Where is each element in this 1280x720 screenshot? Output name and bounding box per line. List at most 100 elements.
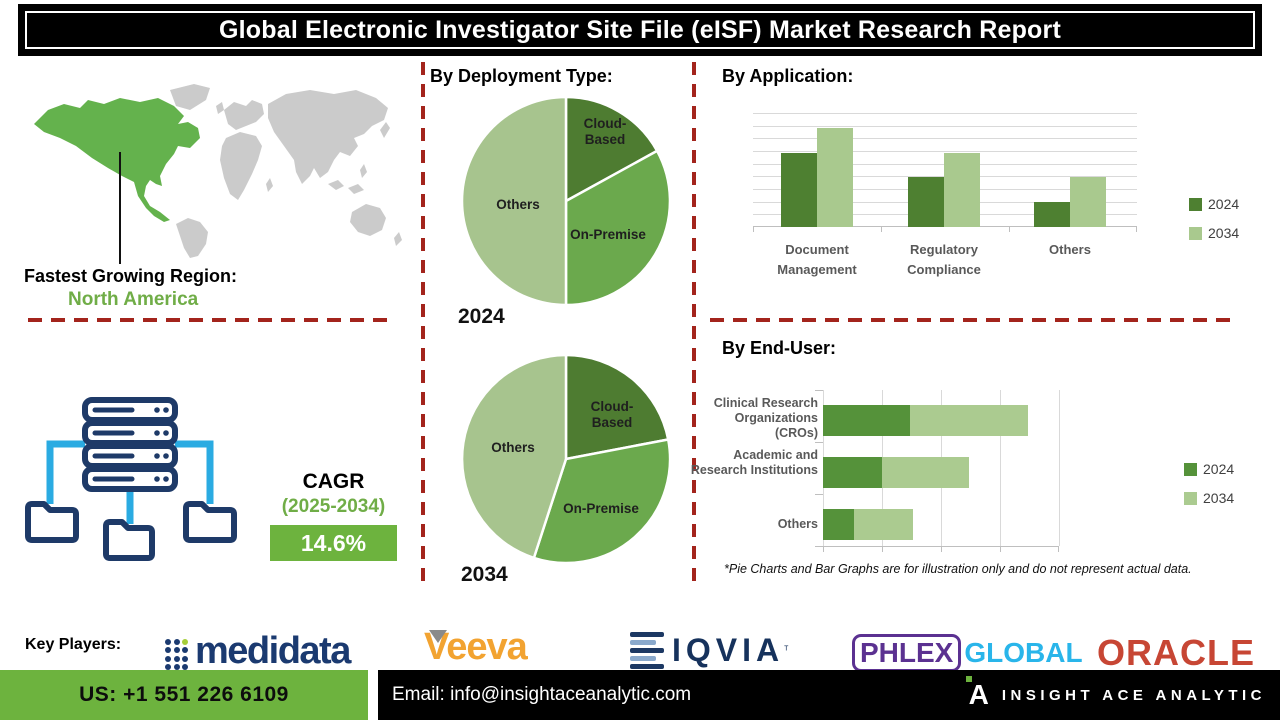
bar-2024-1 bbox=[908, 176, 944, 227]
row-label-academic: Academic and Research Institutions bbox=[690, 448, 818, 477]
logo-phlexglobal: PHLEX GLOBAL bbox=[852, 634, 1083, 672]
pie-label-others: Others bbox=[496, 197, 540, 212]
divider-left bbox=[28, 318, 390, 322]
axis-tick bbox=[815, 546, 823, 547]
logo-veeva: Veeva bbox=[424, 626, 528, 669]
pie-label-on-premise: On-Premise bbox=[570, 227, 646, 242]
bar-2024-0 bbox=[781, 152, 817, 227]
iqvia-lines-icon bbox=[630, 632, 664, 669]
pie-year-2034: 2034 bbox=[461, 563, 508, 586]
title-bar: Global Electronic Investigator Site File… bbox=[18, 4, 1262, 56]
phlex-wordmark: PHLEX bbox=[852, 634, 962, 672]
medidata-wordmark: medidata bbox=[195, 630, 351, 672]
legend-swatch-2024 bbox=[1189, 197, 1202, 211]
disclaimer-text: *Pie Charts and Bar Graphs are for illus… bbox=[724, 562, 1192, 576]
cagr-label: CAGR bbox=[302, 470, 365, 493]
gridline bbox=[753, 125, 1137, 127]
oracle-wordmark: ORACLE bbox=[1097, 632, 1255, 673]
title-border: Global Electronic Investigator Site File… bbox=[25, 11, 1255, 49]
pie-chart-2034: Cloud-Based On-Premise Others bbox=[459, 352, 673, 566]
legend-label-2024: 2024 bbox=[1203, 461, 1235, 477]
deployment-heading: By Deployment Type: bbox=[430, 66, 613, 86]
legend-label-2024: 2024 bbox=[1208, 196, 1240, 212]
iqvia-trademark: ᵀ bbox=[784, 645, 789, 656]
insight-ace-logo-icon: A bbox=[965, 676, 989, 709]
cagr-period: (2025-2034) bbox=[281, 496, 386, 517]
map-uk bbox=[216, 102, 224, 114]
axis-tick bbox=[941, 547, 942, 552]
gridline bbox=[1000, 390, 1001, 546]
server-stack-icon bbox=[82, 397, 178, 492]
map-new-zealand bbox=[394, 232, 402, 246]
map-philippines bbox=[360, 164, 367, 178]
legend-row-2034: 2034 bbox=[1189, 225, 1239, 241]
pie-slice-on-premise bbox=[532, 438, 672, 565]
legend-row-2034: 2034 bbox=[1184, 490, 1234, 506]
row-label-cros: Clinical Research Organizations (CROs) bbox=[713, 396, 818, 440]
bar-2024-2 bbox=[1034, 201, 1070, 227]
axis-tick bbox=[881, 227, 882, 232]
axis-tick bbox=[882, 547, 883, 552]
gridline bbox=[753, 138, 1137, 140]
divider-vertical-right bbox=[692, 62, 696, 590]
divider-vertical-left bbox=[421, 62, 425, 590]
row-label-others: Others bbox=[777, 517, 818, 531]
logo-iqvia: IQVIA ᵀ bbox=[630, 632, 788, 669]
divider-right bbox=[710, 318, 1230, 322]
bar-2034-0 bbox=[817, 127, 853, 227]
pie-label-cloud-based: Cloud-Based bbox=[590, 399, 634, 430]
pie-chart-2024: Cloud-Based On-Premise Others bbox=[459, 94, 673, 308]
page-title: Global Electronic Investigator Site File… bbox=[218, 15, 1061, 44]
veeva-triangle-icon bbox=[429, 630, 447, 643]
category-regulatory-compliance: Regulatory Compliance bbox=[907, 242, 981, 277]
world-map bbox=[34, 84, 402, 258]
category-document-management: Document Management bbox=[777, 242, 857, 277]
pie-2034-svg bbox=[460, 353, 672, 565]
logo-medidata: medidata bbox=[165, 630, 351, 673]
map-asia bbox=[268, 90, 388, 184]
folder-left-icon bbox=[25, 501, 79, 543]
application-legend: 2024 2034 bbox=[1189, 196, 1239, 254]
legend-swatch-2034 bbox=[1184, 491, 1197, 505]
map-africa bbox=[220, 132, 262, 200]
map-greenland bbox=[170, 84, 210, 110]
footer-phone: US: +1 551 226 6109 bbox=[79, 683, 289, 706]
application-bar-chart bbox=[753, 113, 1137, 232]
legend-label-2034: 2034 bbox=[1203, 490, 1235, 506]
map-madagascar bbox=[266, 178, 273, 192]
map-japan bbox=[380, 122, 390, 138]
pie-slice-cloud-based bbox=[564, 95, 659, 203]
axis-tick bbox=[815, 390, 823, 391]
legend-swatch-2024 bbox=[1184, 462, 1197, 476]
end-user-heading: By End-User: bbox=[722, 338, 837, 358]
axis-tick bbox=[753, 227, 754, 232]
map-south-america bbox=[176, 218, 208, 258]
region-callout-line bbox=[119, 152, 121, 264]
end-user-bar-chart bbox=[815, 390, 1060, 552]
fastest-region-label: Fastest Growing Region: bbox=[24, 266, 238, 286]
category-others: Others bbox=[1049, 242, 1091, 257]
legend-row-2024: 2024 bbox=[1189, 196, 1239, 212]
server-folders-icon bbox=[25, 397, 237, 561]
axis-tick bbox=[1009, 227, 1010, 232]
legend-swatch-2034 bbox=[1189, 226, 1202, 240]
end-user-legend: 2024 2034 bbox=[1184, 461, 1234, 519]
application-heading: By Application: bbox=[722, 66, 854, 86]
map-north-america bbox=[34, 98, 200, 222]
brand-block: A INSIGHT ACE ANALYTIC bbox=[965, 670, 1266, 720]
cagr-value-badge: 14.6% bbox=[270, 525, 397, 561]
connector-lines-icon bbox=[46, 440, 214, 524]
gridline bbox=[753, 151, 1137, 152]
map-australia bbox=[350, 204, 386, 236]
legend-row-2024: 2024 bbox=[1184, 461, 1234, 477]
cagr-block: CAGR (2025-2034) 14.6% bbox=[270, 470, 397, 561]
legend-label-2034: 2034 bbox=[1208, 225, 1240, 241]
bar-2024-1 bbox=[823, 457, 882, 488]
axis-tick bbox=[1000, 547, 1001, 552]
pie-label-cloud-based: Cloud-Based bbox=[583, 116, 627, 147]
map-europe bbox=[224, 100, 264, 130]
bar-2024-0 bbox=[823, 405, 911, 436]
bar-2034-1 bbox=[882, 457, 970, 488]
brand-name: INSIGHT ACE ANALYTIC bbox=[1001, 686, 1266, 704]
footer-email: Email: info@insightaceanalytic.com bbox=[392, 684, 692, 705]
